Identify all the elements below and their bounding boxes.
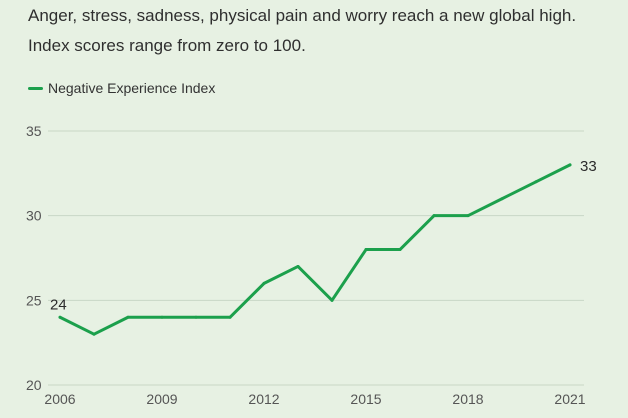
data-label-2006: 24 (50, 296, 67, 313)
x-tick-label-2015: 2015 (350, 391, 381, 407)
data-point-2014 (330, 298, 334, 302)
data-point-2017 (432, 214, 436, 218)
data-point-2008 (126, 315, 130, 319)
data-point-2016 (398, 248, 402, 252)
y-tick-label-30: 30 (26, 208, 42, 224)
chart-subtitle-line-2: Index scores range from zero to 100. (28, 36, 306, 55)
y-tick-label-20: 20 (26, 377, 42, 393)
data-point-2013 (296, 264, 300, 268)
data-point-2018 (466, 214, 470, 218)
legend-swatch (28, 86, 43, 90)
data-point-2007 (92, 332, 96, 336)
data-point-2012 (262, 281, 266, 285)
x-tick-label-2009: 2009 (146, 391, 177, 407)
y-tick-label-25: 25 (26, 292, 42, 308)
x-tick-label-2006: 2006 (44, 391, 75, 407)
x-tick-label-2021: 2021 (554, 391, 585, 407)
data-point-2020 (534, 180, 538, 184)
x-tick-label-2018: 2018 (452, 391, 483, 407)
x-tick-label-2012: 2012 (248, 391, 279, 407)
data-point-2011 (228, 315, 232, 319)
series-line-negative-experience-index (58, 163, 572, 336)
data-label-2021: 33 (580, 158, 597, 175)
y-tick-label-35: 35 (26, 123, 42, 139)
data-point-2019 (500, 197, 504, 201)
legend: Negative Experience Index (28, 80, 215, 96)
data-point-2010 (194, 315, 198, 319)
data-point-2006 (58, 315, 62, 319)
data-point-2015 (364, 248, 368, 252)
data-point-2021 (568, 163, 572, 167)
legend-label: Negative Experience Index (48, 80, 216, 96)
data-point-2009 (160, 315, 164, 319)
chart-subtitle-line-1: Anger, stress, sadness, physical pain an… (28, 6, 577, 25)
